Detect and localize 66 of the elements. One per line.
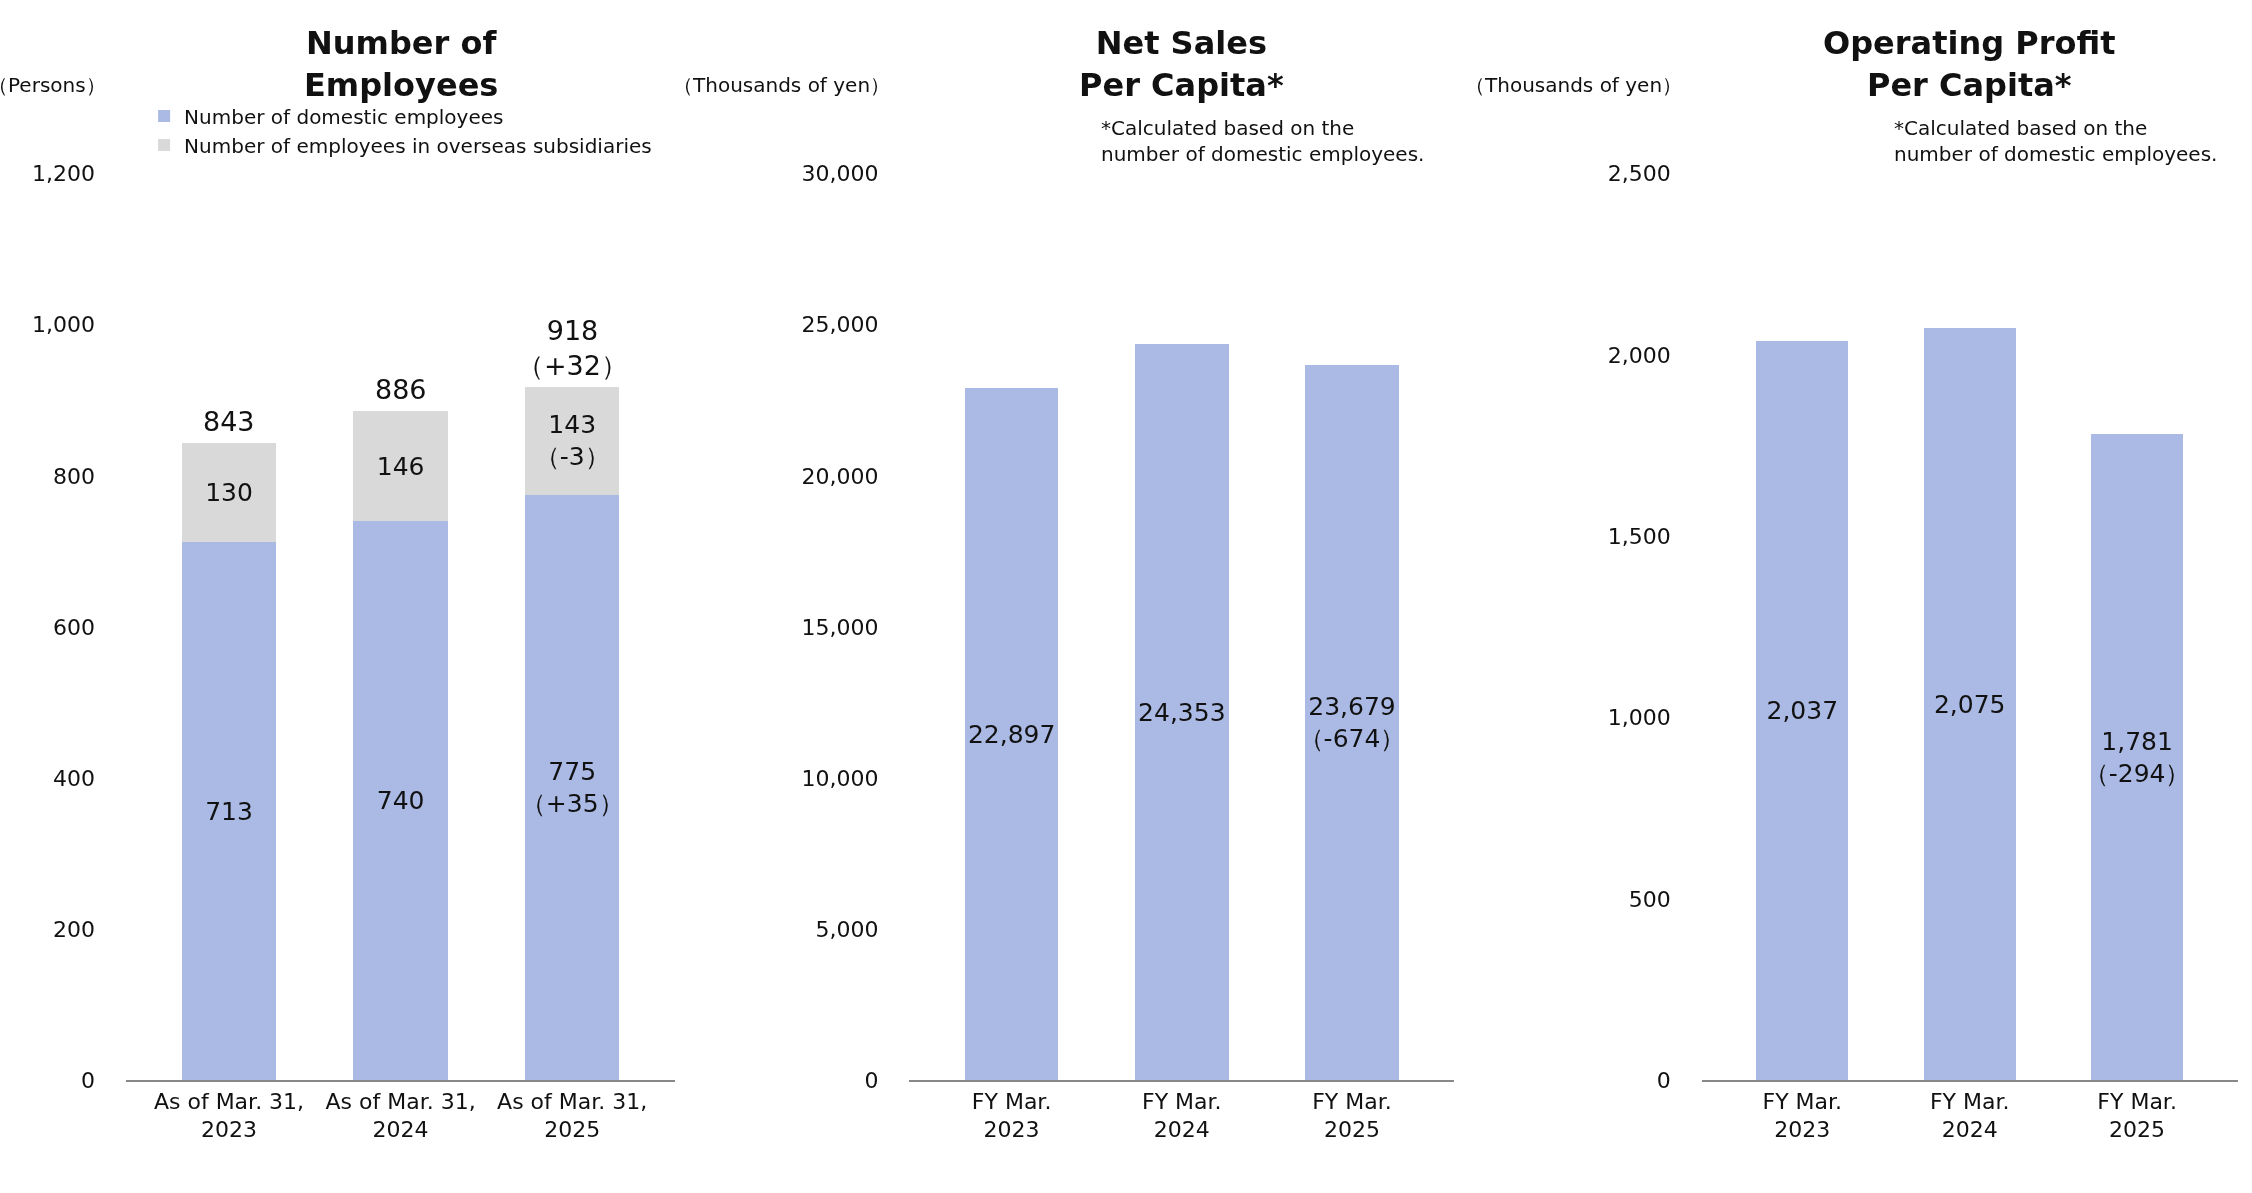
bar [525,386,620,495]
y-axis-title: （Persons） [0,73,106,97]
x-tick-label: FY Mar. 2024 [1929,1088,2010,1143]
y-tick-label: 200 [53,917,96,943]
data-label: 713 [205,796,253,826]
text: *Calculated based on the number of domestic employees. [1101,116,1425,166]
chart-title: Number of Employees [304,24,499,104]
y-tick-label: 0 [864,1068,879,1094]
x-tick-label: As of Mar. 31, 2023 [153,1088,305,1143]
data-label: 740 [376,786,425,816]
data-label: 775 （+35） [520,756,624,819]
x-tick-label: As of Mar. 31, 2024 [325,1088,476,1143]
bar [353,521,448,1081]
text: *Calculated based on the number of domestic employees. [1894,116,2218,166]
data-label: 143 （-3） [534,409,610,472]
x-tick-label: FY Mar. 2025 [1312,1088,1392,1143]
legend-label: Number of employees in overseas subsidiaries [184,133,652,158]
y-axis-title: （Thousands of yen） [673,73,891,97]
y-tick-label: 30,000 [801,161,879,187]
total-label: 886 [375,374,427,405]
y-tick-label: 600 [53,614,96,640]
y-tick-label: 0 [81,1068,96,1094]
data-label: 2,075 [1933,689,2006,719]
bar [1305,364,1399,1081]
y-tick-label: 2,000 [1607,342,1671,368]
data-label: 130 [205,477,253,507]
bar [181,541,277,1081]
bar [1135,344,1229,1081]
total-label: 843 [203,406,255,437]
y-tick-label: 0 [1656,1068,1671,1094]
data-label: 23,679 （-674） [1298,691,1406,754]
chart-title: Operating Profit Per Capita* [1823,24,2116,104]
x-tick-label: As of Mar. 31, 2025 [497,1088,648,1143]
data-label: 24,353 [1138,697,1226,727]
total-label: 918 （+32） [517,315,628,382]
y-tick-label: 800 [53,463,96,489]
bar [353,410,448,522]
bar [964,388,1059,1081]
y-tick-label: 500 [1628,886,1671,912]
y-tick-label: 15,000 [801,614,879,640]
chart-title: Net Sales Per Capita* [1079,24,1284,104]
data-label: 146 [376,451,425,481]
x-tick-label: FY Mar. 2023 [1762,1088,1843,1143]
y-tick-label: 1,500 [1607,524,1671,550]
bar [1756,341,1849,1081]
bar [2091,434,2184,1081]
data-label: 22,897 [967,719,1056,749]
y-tick-label: 1,000 [1607,705,1671,731]
y-tick-label: 2,500 [1607,161,1671,187]
data-label: 2,037 [1766,696,1839,726]
bar [181,443,277,542]
x-tick-label: FY Mar. 2025 [2097,1088,2177,1143]
x-tick-label: FY Mar. 2023 [971,1088,1052,1143]
x-tick-label: FY Mar. 2024 [1142,1088,1222,1143]
bar [525,494,620,1081]
y-tick-label: 20,000 [801,463,879,489]
y-tick-label: 1,200 [32,161,96,187]
y-axis-title: （Thousands of yen） [1465,73,1683,97]
legend-label: Number of domestic employees [184,104,504,129]
y-tick-label: 1,000 [32,312,96,338]
y-tick-label: 10,000 [801,765,879,791]
bar [1923,327,2016,1081]
y-tick-label: 25,000 [801,312,879,338]
data-label: 1,781 （-294） [2083,726,2191,789]
y-tick-label: 400 [53,765,96,791]
y-tick-label: 5,000 [815,917,879,943]
